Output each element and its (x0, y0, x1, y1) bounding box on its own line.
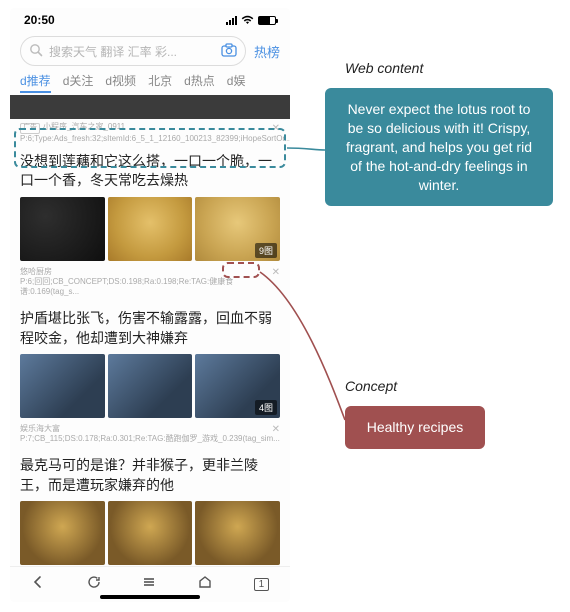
ad-tag: 广告 (20, 123, 40, 134)
post-image-tile[interactable] (20, 501, 105, 565)
web-content-callout: Never expect the lotus root to be so del… (325, 88, 553, 206)
signal-icon (226, 16, 237, 25)
post-headline[interactable]: 没想到莲藕和它这么搭，一口一个脆，一口一个香，冬天常吃去燥热 (10, 146, 290, 197)
post-source: 悠哈厨房 (20, 267, 52, 276)
post-image-tile[interactable] (20, 354, 105, 418)
search-placeholder: 搜索天气 翻译 汇率 彩... (49, 43, 215, 60)
tab-ent[interactable]: d娱 (227, 72, 246, 89)
post-source: 娱乐海大富 (20, 424, 60, 433)
nav-refresh-icon[interactable] (87, 575, 101, 594)
post-debug: P:6;回回;CB_CONCEPT;DS:0.198;Ra:0.198;Re:T… (20, 277, 233, 296)
image-count-badge: 4图 (255, 400, 277, 415)
nav-menu-icon[interactable] (142, 575, 156, 594)
search-icon (29, 43, 43, 60)
post-image-tile[interactable]: 9图 (195, 197, 280, 261)
concept-callout: Healthy recipes (345, 406, 485, 449)
status-bar: 20:50 (10, 8, 290, 32)
ad-meta: 广告小程序_汽车之家_0911 ✕ P:6;Type:Ads_fresh:32;… (10, 119, 290, 146)
feed-banner[interactable] (10, 95, 290, 119)
close-icon[interactable]: ✕ (272, 424, 280, 437)
post-headline[interactable]: 最克马可的是谁？并非猴子，更非兰陵王，而是遭玩家嫌弃的他 (10, 450, 290, 501)
ad-debug: P:6;Type:Ads_fresh:32;sItemId:6_5_1_1216… (20, 134, 290, 143)
post-debug: P:7;CB_115;DS:0.178;Ra:0.301;Re:TAG:酷跑伽罗… (20, 434, 280, 443)
web-content-text: Never expect the lotus root to be so del… (346, 101, 532, 193)
post-image-tile[interactable] (108, 197, 193, 261)
post-images[interactable]: 4图 (10, 354, 290, 422)
close-icon[interactable]: ✕ (272, 267, 280, 280)
concept-text: Healthy recipes (367, 419, 464, 435)
hot-ranking-link[interactable]: 热榜 (254, 42, 280, 61)
tab-follow[interactable]: d关注 (63, 72, 94, 89)
wifi-icon (241, 15, 254, 25)
search-input[interactable]: 搜索天气 翻译 汇率 彩... (20, 36, 246, 66)
nav-tab-count[interactable]: 1 (254, 578, 270, 591)
nav-home-icon[interactable] (198, 575, 212, 594)
close-icon[interactable]: ✕ (272, 123, 280, 136)
post-source-meta: 娱乐海大富 ✕ P:7;CB_115;DS:0.178;Ra:0.301;Re:… (10, 422, 290, 450)
tab-recommended[interactable]: d推荐 (20, 72, 51, 89)
ad-source: 小程序_汽车之家_0911 (43, 122, 125, 131)
channel-tabs: d推荐 d关注 d视频 北京 d热点 d娱 (10, 72, 290, 95)
web-content-label: Web content (345, 60, 423, 76)
tab-video[interactable]: d视频 (105, 72, 136, 89)
home-indicator (100, 595, 200, 599)
post-image-tile[interactable]: 4图 (195, 354, 280, 418)
post-images[interactable]: 9图 (10, 197, 290, 265)
post-image-tile[interactable] (20, 197, 105, 261)
concept-label: Concept (345, 378, 397, 394)
status-time: 20:50 (24, 13, 55, 27)
post-image-tile[interactable] (108, 501, 193, 565)
post-image-tile[interactable] (108, 354, 193, 418)
nav-back-icon[interactable] (31, 575, 45, 594)
post-headline[interactable]: 护盾堪比张飞，伤害不输露露，回血不弱程咬金，他却遭到大神嫌弃 (10, 303, 290, 354)
image-count-badge: 9图 (255, 243, 277, 258)
tab-hot[interactable]: d热点 (184, 72, 215, 89)
tab-beijing[interactable]: 北京 (148, 72, 172, 89)
post-source-meta: 悠哈厨房 ✕ P:6;回回;CB_CONCEPT;DS:0.198;Ra:0.1… (10, 265, 290, 303)
post-images[interactable] (10, 501, 290, 569)
camera-icon[interactable] (221, 43, 237, 60)
phone-frame: 20:50 搜索天气 翻译 汇率 彩... 热榜 d推荐 d关注 d视频 (10, 8, 290, 602)
battery-icon (258, 16, 276, 25)
status-icons (226, 15, 276, 25)
post-image-tile[interactable] (195, 501, 280, 565)
search-row: 搜索天气 翻译 汇率 彩... 热榜 (10, 32, 290, 72)
